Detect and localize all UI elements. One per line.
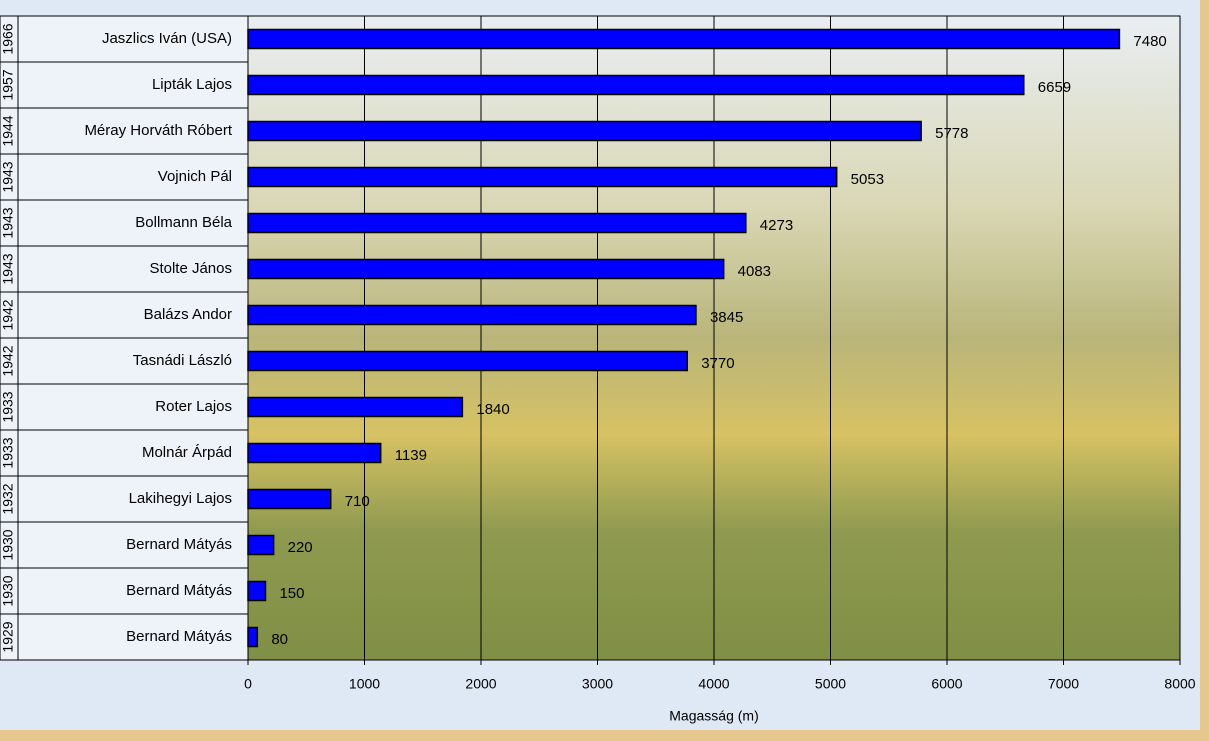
year-label: 1944 <box>0 115 16 146</box>
year-label: 1930 <box>0 529 16 560</box>
data-label: 220 <box>288 539 313 556</box>
bar <box>247 580 267 602</box>
x-tick-label: 8000 <box>1164 676 1195 692</box>
y-tick-label: Balázs Andor <box>144 306 232 323</box>
y-tick-label: Méray Horváth Róbert <box>84 122 232 139</box>
year-label: 1943 <box>0 207 16 238</box>
data-label: 3845 <box>710 309 743 326</box>
y-tick-label: Roter Lajos <box>155 398 232 415</box>
bar <box>247 488 332 510</box>
year-label: 1933 <box>0 391 16 422</box>
y-tick-label: Jaszlics Iván (USA) <box>102 30 232 47</box>
data-label: 5053 <box>851 171 884 188</box>
y-tick-label: Bernard Mátyás <box>126 582 232 599</box>
data-label: 6659 <box>1038 79 1071 96</box>
y-tick-label: Stolte János <box>149 260 232 277</box>
data-label: 1139 <box>395 447 427 464</box>
data-label: 4083 <box>738 263 771 280</box>
year-label: 1942 <box>0 345 16 376</box>
bar <box>247 304 697 326</box>
bar <box>247 626 259 648</box>
x-tick-label: 7000 <box>1048 676 1079 692</box>
data-label: 80 <box>271 631 288 648</box>
x-tick-label: 3000 <box>582 676 613 692</box>
x-tick-label: 1000 <box>349 676 380 692</box>
x-tick-label: 4000 <box>698 676 729 692</box>
year-label: 1966 <box>0 23 16 54</box>
y-tick-label: Bernard Mátyás <box>126 628 232 645</box>
x-tick-label: 0 <box>244 676 252 692</box>
bar <box>247 442 382 464</box>
year-label: 1930 <box>0 575 16 606</box>
data-label: 1840 <box>476 401 509 418</box>
year-label: 1943 <box>0 253 16 284</box>
plot-frame <box>247 15 1181 661</box>
bar <box>247 74 1025 96</box>
bar <box>247 120 922 142</box>
y-tick-label: Bollmann Béla <box>135 214 232 231</box>
bar <box>247 212 747 234</box>
x-tick-label: 2000 <box>465 676 496 692</box>
bar <box>247 396 464 418</box>
y-tick-label: Bernard Mátyás <box>126 536 232 553</box>
x-axis-title: Magasság (m) <box>669 708 758 724</box>
bar <box>247 166 838 188</box>
year-label: 1933 <box>0 437 16 468</box>
data-label: 3770 <box>701 355 734 372</box>
data-label: 710 <box>345 493 370 510</box>
year-label: 1929 <box>0 621 16 652</box>
data-label: 150 <box>279 585 304 602</box>
year-label: 1943 <box>0 161 16 192</box>
data-label: 7480 <box>1133 33 1166 50</box>
data-label: 4273 <box>760 217 793 234</box>
year-label: 1942 <box>0 299 16 330</box>
year-label: 1932 <box>0 483 16 514</box>
bar <box>247 350 688 372</box>
data-label: 5778 <box>935 125 968 142</box>
y-tick-label: Tasnádi László <box>133 352 232 369</box>
year-label: 1957 <box>0 69 16 100</box>
y-tick-label: Molnár Árpád <box>142 444 232 461</box>
bar <box>247 28 1121 50</box>
y-tick-label: Lipták Lajos <box>152 76 232 93</box>
bar <box>247 534 275 556</box>
x-tick-label: 5000 <box>815 676 846 692</box>
y-tick-label: Lakihegyi Lajos <box>129 490 232 507</box>
x-tick-label: 6000 <box>931 676 962 692</box>
y-tick-label: Vojnich Pál <box>158 168 232 185</box>
bar <box>247 258 725 280</box>
